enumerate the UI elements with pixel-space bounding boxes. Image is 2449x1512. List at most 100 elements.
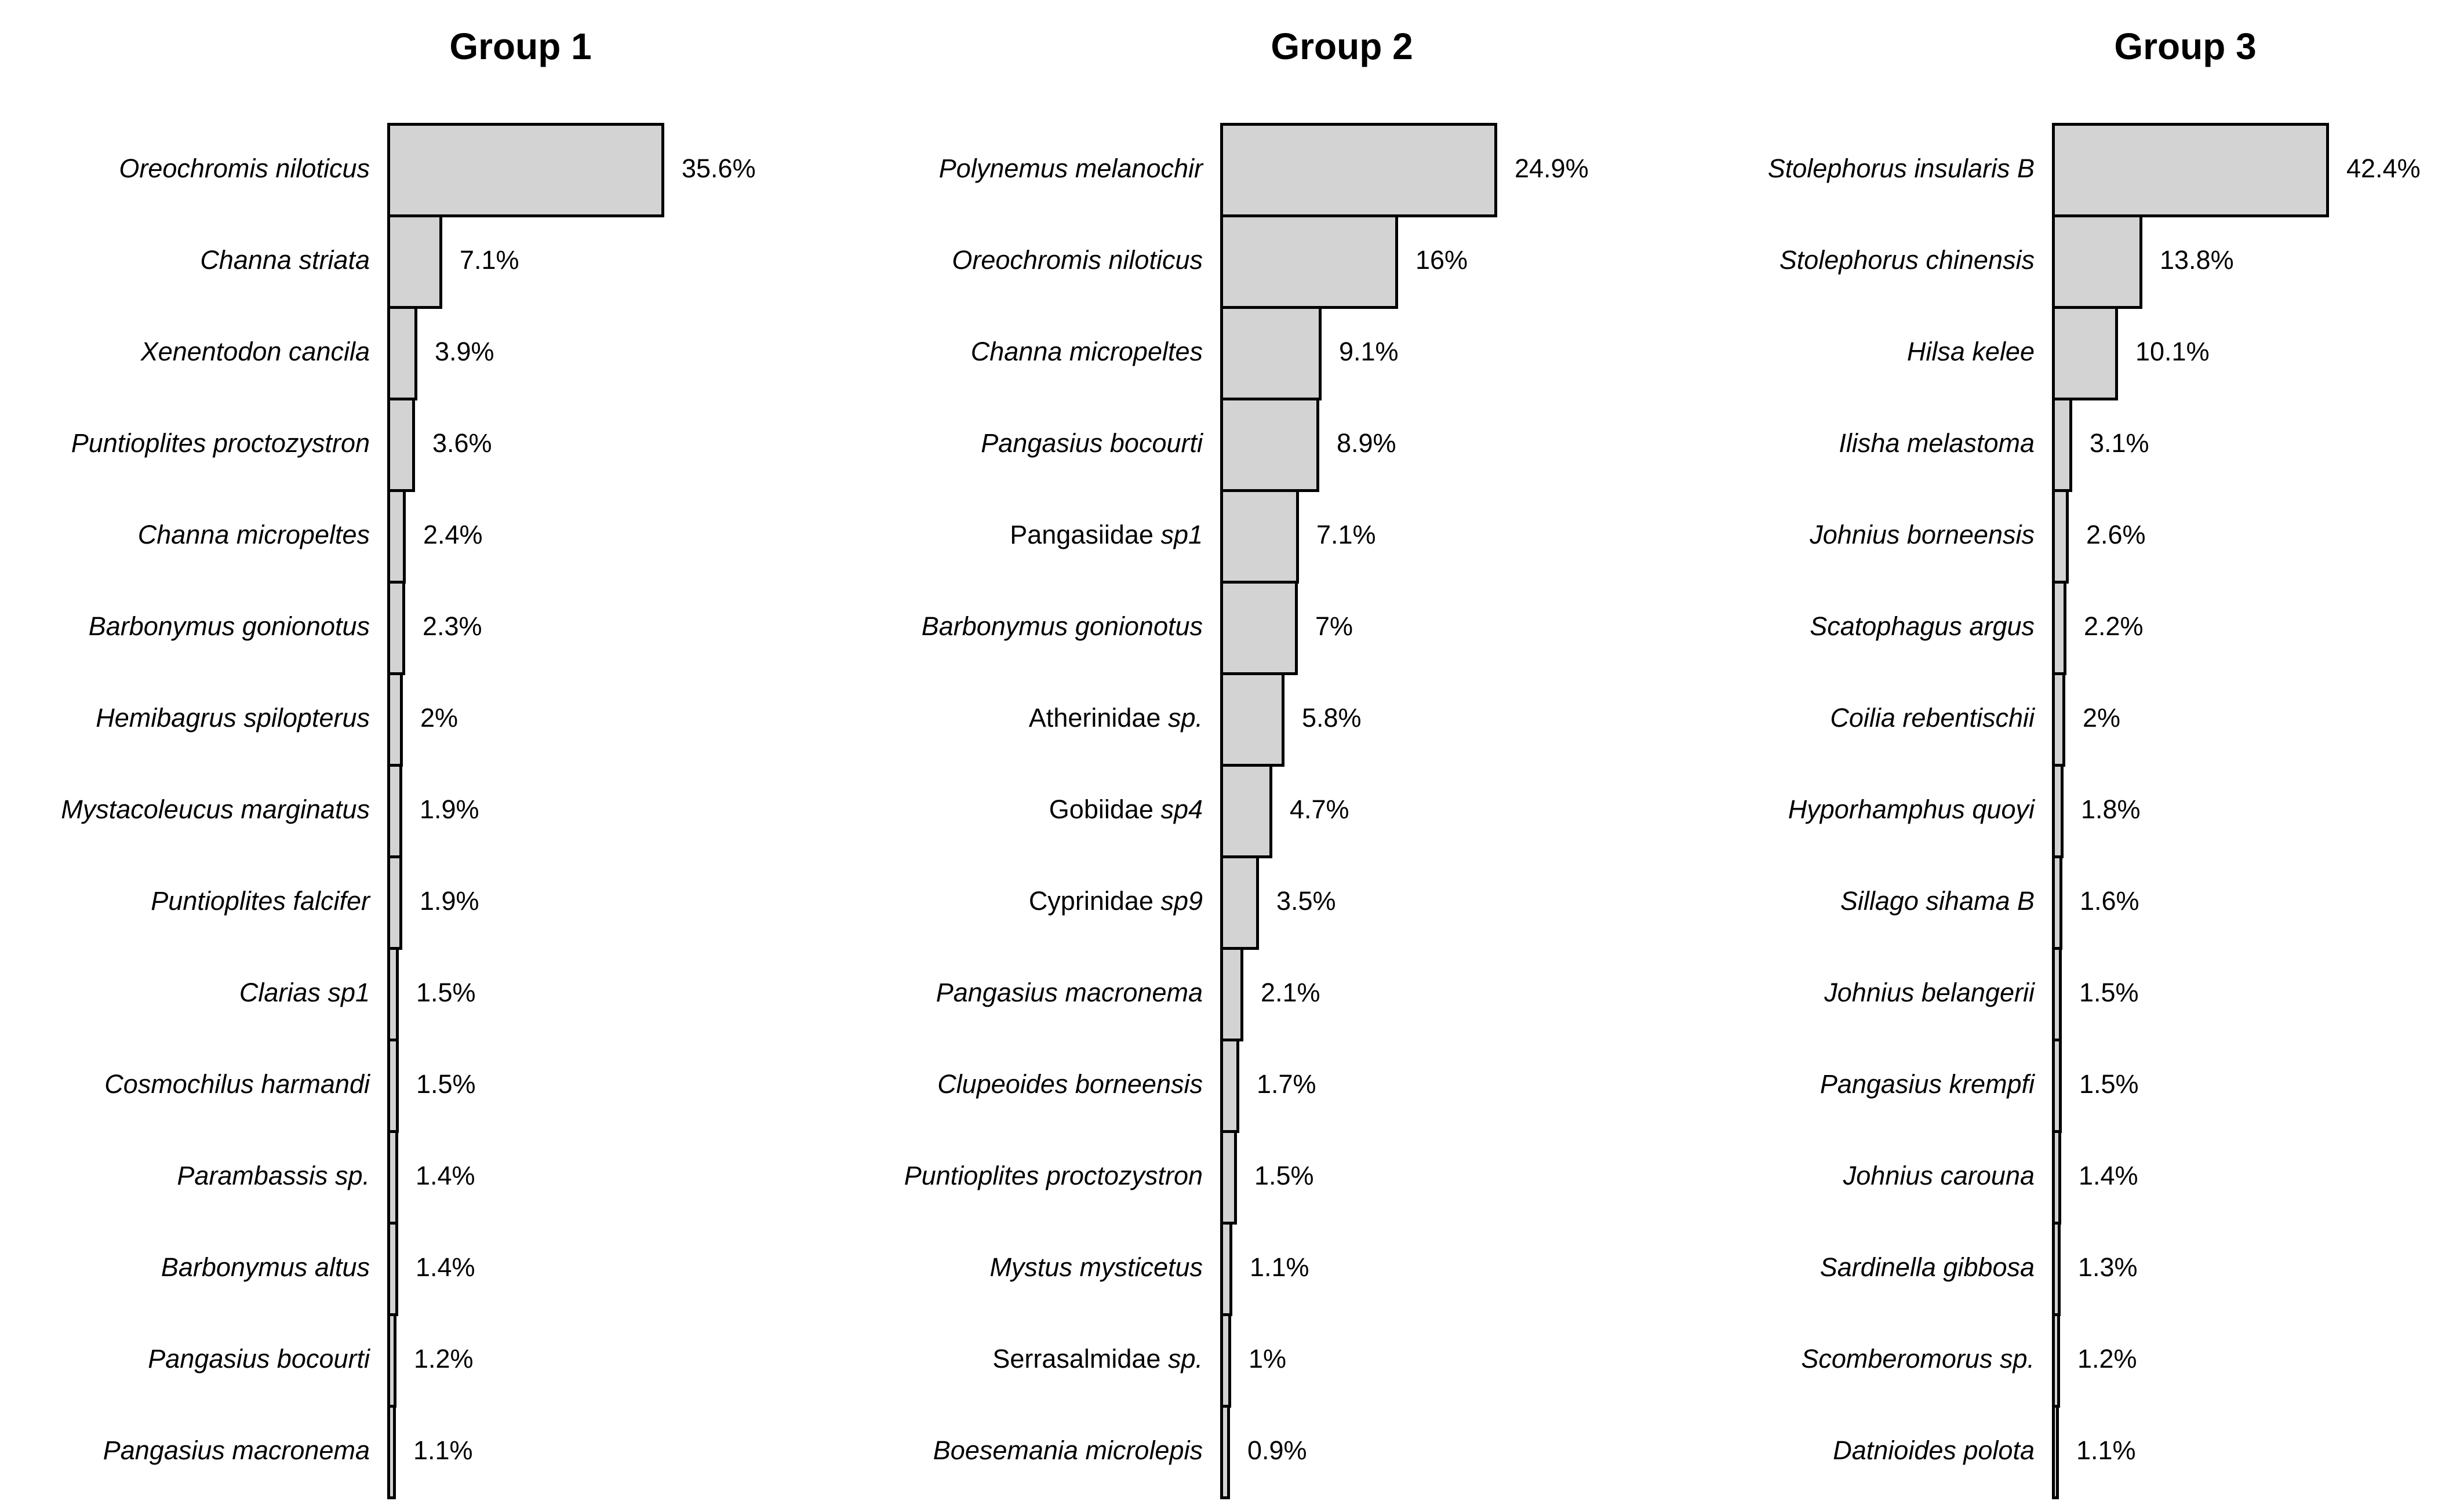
bar-value-label: 1.9%	[420, 886, 479, 916]
species-label: Scomberomorus sp.	[1513, 1313, 2035, 1405]
species-label: Oreochromis niloticus	[681, 214, 1203, 306]
bar	[2052, 489, 2069, 584]
species-label-italic-part: Oreochromis niloticus	[952, 245, 1203, 275]
bar	[387, 1222, 398, 1316]
species-label: Stolephorus insularis B	[1513, 123, 2035, 214]
species-label-italic-part: Sillago sihama B	[1840, 886, 2035, 916]
species-label-italic-part: Barbonymus gonionotus	[88, 611, 370, 641]
bar-value-label: 1.9%	[420, 795, 479, 824]
species-label: Johnius borneensis	[1513, 489, 2035, 581]
species-label: Pangasius macronema	[681, 947, 1203, 1039]
species-label: Puntioplites proctozystron	[0, 398, 370, 489]
bar-value-label: 5.8%	[1302, 703, 1362, 733]
species-label: Oreochromis niloticus	[0, 123, 370, 214]
bar	[1220, 214, 1398, 309]
bar-value-label: 7.1%	[1316, 520, 1376, 549]
bar	[2052, 306, 2118, 400]
bar-value-label: 1.5%	[416, 978, 476, 1007]
bar	[1220, 1039, 1239, 1133]
bar	[1220, 947, 1243, 1041]
bar-value-label: 1%	[1249, 1344, 1287, 1373]
bar	[387, 581, 405, 675]
species-label: Puntioplites proctozystron	[681, 1130, 1203, 1222]
species-label-italic-part: Cosmochilus harmandi	[104, 1069, 370, 1099]
species-label-italic-part: Hemibagrus spilopterus	[96, 703, 370, 733]
species-label-upright-part: Cyprinidae	[1028, 886, 1161, 916]
bar-value-label: 13.8%	[2160, 245, 2234, 275]
bar	[387, 672, 403, 767]
species-label-italic-part: Pangasius bocourti	[981, 428, 1203, 458]
species-label-italic-part: Parambassis sp.	[177, 1161, 370, 1190]
bar	[2052, 1130, 2061, 1225]
species-label-italic-part: Oreochromis niloticus	[119, 154, 370, 183]
bar-value-label: 1.1%	[413, 1436, 473, 1465]
bar-value-label: 2.2%	[2084, 611, 2144, 641]
species-label-italic-part: Scatophagus argus	[1810, 611, 2035, 641]
bar	[2052, 398, 2072, 492]
bar-value-label: 2.1%	[1261, 978, 1320, 1007]
species-label-italic-part: Puntioplites falcifer	[151, 886, 370, 916]
bar	[387, 1130, 398, 1225]
bar-value-label: 2.3%	[423, 611, 482, 641]
bar	[2052, 855, 2062, 950]
bar	[1220, 855, 1259, 950]
bar-value-label: 1.8%	[2081, 795, 2141, 824]
bar	[387, 1405, 396, 1499]
bar-value-label: 8.9%	[1337, 428, 1396, 458]
species-label: Pangasius bocourti	[0, 1313, 370, 1405]
species-label: Puntioplites falcifer	[0, 855, 370, 947]
bar	[1220, 581, 1298, 675]
bar-value-label: 2%	[420, 703, 458, 733]
species-label-italic-part: Johnius carouna	[1843, 1161, 2035, 1190]
bar-value-label: 1.5%	[2079, 1069, 2139, 1099]
bar-value-label: 42.4%	[2346, 154, 2421, 183]
species-label-italic-part: Barbonymus gonionotus	[921, 611, 1203, 641]
bar	[387, 1039, 399, 1133]
bar-value-label: 16%	[1415, 245, 1468, 275]
bar-value-label: 0.9%	[1247, 1436, 1307, 1465]
bar-value-label: 1.2%	[414, 1344, 474, 1373]
species-label: Barbonymus gonionotus	[681, 581, 1203, 672]
species-label-italic-part: Polynemus melanochir	[938, 154, 1203, 183]
species-label-italic-part: Stolephorus chinensis	[1779, 245, 2035, 275]
species-label: Pangasius bocourti	[681, 398, 1203, 489]
bar-value-label: 10.1%	[2135, 337, 2210, 366]
bar-value-label: 2%	[2083, 703, 2121, 733]
species-label: Cyprinidae sp9	[681, 855, 1203, 947]
species-label-italic-part: Channa micropeltes	[970, 337, 1203, 366]
species-label: Datnioides polota	[1513, 1405, 2035, 1496]
bar	[2052, 581, 2066, 675]
species-label-italic-part: Johnius borneensis	[1810, 520, 2035, 549]
bar	[387, 1313, 396, 1408]
species-label-italic-part: sp.	[1167, 703, 1203, 733]
bar-value-label: 1.4%	[2079, 1161, 2138, 1190]
bar	[1220, 489, 1299, 584]
species-label: Mystus mysticetus	[681, 1222, 1203, 1313]
species-label-italic-part: Channa micropeltes	[137, 520, 370, 549]
species-label: Coilia rebentischii	[1513, 672, 2035, 764]
bar-value-label: 3.5%	[1276, 886, 1336, 916]
bar	[387, 855, 402, 950]
bar	[1220, 1222, 1232, 1316]
chart-title-group-2: Group 2	[1271, 25, 1413, 67]
species-label-italic-part: Pangasius bocourti	[148, 1344, 370, 1373]
bar-value-label: 3.6%	[432, 428, 492, 458]
bar	[2052, 947, 2062, 1041]
bar	[2052, 672, 2065, 767]
bar	[2052, 214, 2142, 309]
species-label-italic-part: Hilsa kelee	[1906, 337, 2035, 366]
species-label-italic-part: Mystacoleucus marginatus	[61, 795, 370, 824]
species-label-italic-part: Clarias sp1	[239, 978, 370, 1007]
species-label-italic-part: sp9	[1160, 886, 1203, 916]
species-label-italic-part: Mystus mysticetus	[989, 1252, 1203, 1282]
species-label-italic-part: Johnius belangerii	[1824, 978, 2035, 1007]
species-label-italic-part: sp.	[1167, 1344, 1203, 1373]
bar-value-label: 24.9%	[1515, 154, 1589, 183]
species-label-italic-part: Datnioides polota	[1833, 1436, 2035, 1465]
bar-value-label: 2.4%	[423, 520, 483, 549]
species-label: Clupeoides borneensis	[681, 1039, 1203, 1130]
bar	[2052, 123, 2329, 217]
species-label-italic-part: Coilia rebentischii	[1830, 703, 2035, 733]
bar	[1220, 398, 1319, 492]
bar	[1220, 1405, 1230, 1499]
